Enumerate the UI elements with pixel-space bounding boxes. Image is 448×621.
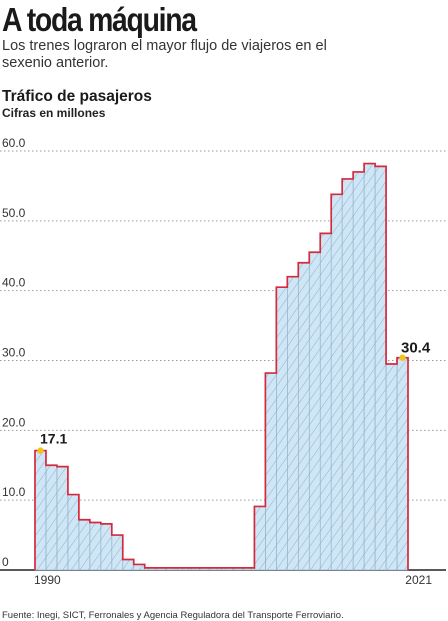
label-layer: 1990 2021 17.1 30.4 [34, 340, 432, 587]
y-tick-label: 40.0 [2, 276, 26, 290]
subtitle: Los trenes lograron el mayor flujo de vi… [2, 38, 327, 71]
series-line [34, 162, 409, 570]
y-tick-label: 20.0 [2, 415, 26, 429]
x-tick-label: 1990 [34, 573, 61, 587]
area-fill [35, 163, 408, 570]
area-layer [34, 162, 409, 571]
headline: A toda máquina [2, 1, 197, 38]
start-marker [37, 447, 44, 454]
y-tick-label: 30.0 [2, 346, 26, 360]
chart-title: Tráfico de pasajeros [2, 88, 152, 105]
x-tick-label: 2021 [405, 573, 432, 587]
source-note: Fuente: Inegi, SICT, Ferronales y Agenci… [2, 610, 344, 621]
y-tick-label: 0 [2, 555, 9, 569]
start-value-label: 17.1 [40, 431, 67, 447]
end-marker [399, 354, 406, 361]
end-value-label: 30.4 [401, 340, 431, 357]
passenger-traffic-chart: 0 10.0 20.0 30.0 40.0 50.0 60.0 1990 2021 17.1 30… [0, 136, 446, 587]
y-tick-label: 10.0 [2, 485, 26, 499]
chart-unit: Cifras en millones [2, 106, 106, 120]
y-tick-label: 50.0 [2, 206, 26, 220]
y-tick-label: 60.0 [2, 136, 26, 150]
